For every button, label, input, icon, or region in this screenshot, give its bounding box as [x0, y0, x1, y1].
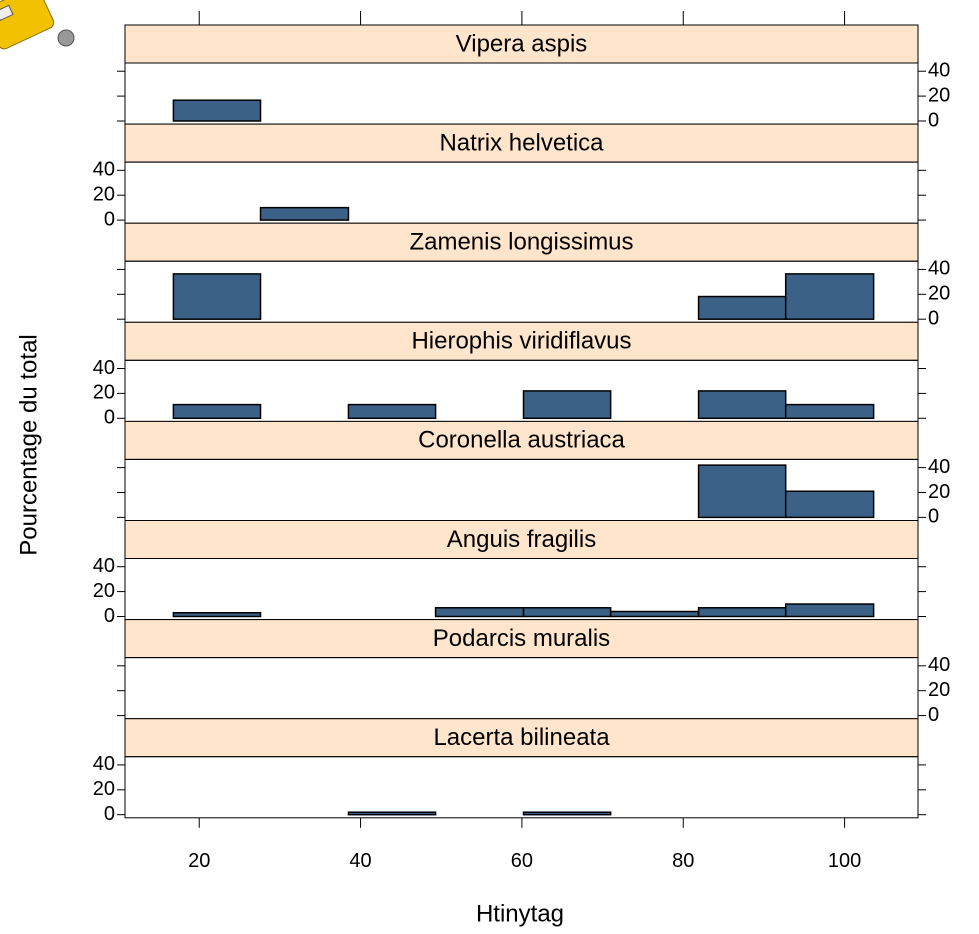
y-tick-label: 20	[928, 84, 950, 106]
y-tick-label: 40	[928, 59, 950, 81]
bar	[697, 390, 787, 420]
bar	[172, 273, 262, 320]
y-tick-label: 20	[928, 283, 950, 305]
bar	[172, 99, 262, 122]
bar	[697, 607, 787, 618]
x-tick-label: 20	[188, 850, 210, 872]
logo-icon	[0, 0, 75, 50]
y-tick-label: 40	[93, 753, 115, 775]
panel-title: Vipera aspis	[456, 30, 588, 57]
y-tick-label: 0	[104, 803, 115, 825]
panel-title: Natrix helvetica	[439, 129, 604, 156]
y-tick-label: 0	[104, 208, 115, 230]
panel-title: Coronella austriaca	[418, 427, 625, 454]
bar	[522, 390, 612, 420]
y-tick-label: 20	[93, 778, 115, 800]
y-tick-label: 0	[104, 407, 115, 429]
strip	[124, 420, 919, 460]
bar	[784, 490, 875, 519]
panel-frame	[124, 161, 919, 224]
x-tick-label: 80	[672, 850, 694, 872]
y-tick-label: 0	[928, 109, 939, 131]
bar	[434, 607, 525, 618]
y-tick-label: 0	[104, 605, 115, 627]
y-tick-label: 40	[93, 357, 115, 379]
strip	[124, 520, 919, 559]
x-axis-label: Htinytag	[476, 900, 564, 927]
strip	[124, 24, 919, 64]
panel-title: Lacerta bilineata	[433, 724, 610, 751]
y-tick-label: 40	[93, 159, 115, 181]
panel-title: Hierophis viridiflavus	[411, 328, 631, 355]
y-axis-label: Pourcentage du total	[15, 334, 42, 556]
bar	[784, 403, 875, 420]
bar	[259, 206, 350, 221]
bar	[347, 403, 437, 420]
x-tick-label: 100	[828, 850, 861, 872]
y-tick-label: 40	[928, 654, 950, 676]
panel-frame	[124, 756, 919, 819]
strip	[124, 619, 919, 659]
y-tick-label: 20	[928, 481, 950, 503]
y-tick-label: 20	[93, 382, 115, 404]
bar	[522, 811, 612, 816]
panel-title: Podarcis muralis	[433, 625, 610, 652]
x-tick-label: 40	[349, 850, 371, 872]
y-tick-label: 0	[928, 704, 939, 726]
bar	[697, 295, 787, 320]
y-tick-label: 20	[93, 183, 115, 205]
y-tick-label: 20	[928, 679, 950, 701]
bar	[172, 612, 262, 618]
bar	[522, 607, 612, 618]
bar	[172, 403, 262, 420]
y-tick-label: 0	[928, 506, 939, 528]
y-tick-label: 40	[928, 456, 950, 478]
y-tick-label: 0	[928, 307, 939, 329]
bar	[697, 464, 787, 519]
panel-title: Anguis fragilis	[447, 526, 596, 553]
panel-frame	[124, 657, 919, 720]
x-tick-label: 60	[511, 850, 533, 872]
y-tick-label: 40	[928, 258, 950, 280]
bar	[784, 603, 875, 618]
bar	[784, 273, 875, 320]
strip	[124, 321, 919, 361]
y-tick-label: 40	[93, 555, 115, 577]
panel-title: Zamenis longissimus	[409, 229, 633, 256]
bar	[609, 610, 700, 618]
y-tick-label: 20	[93, 580, 115, 602]
bar	[347, 811, 437, 816]
